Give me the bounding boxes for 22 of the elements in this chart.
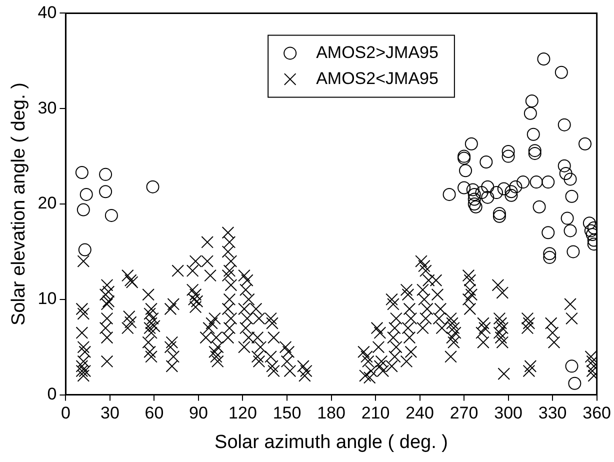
y-tick-label: 0 xyxy=(47,384,57,404)
x-tick-label: 240 xyxy=(406,404,434,423)
y-tick-label: 40 xyxy=(38,2,57,22)
x-axis-title: Solar azimuth angle ( deg. ) xyxy=(214,432,448,453)
x-tick-label: 180 xyxy=(317,404,346,423)
x-tick-label: 360 xyxy=(582,404,612,423)
x-tick-label: 60 xyxy=(144,404,164,423)
y-axis-title: Solar elevation angle ( deg. ) xyxy=(8,82,30,326)
x-tick-label: 0 xyxy=(60,404,70,423)
legend-label: AMOS2<JMA95 xyxy=(316,68,438,88)
x-tick-label: 150 xyxy=(272,404,302,423)
x-tick-label: 210 xyxy=(361,404,390,423)
x-tick-label: 90 xyxy=(189,404,208,423)
x-tick-label: 270 xyxy=(450,404,478,423)
y-tick-label: 20 xyxy=(38,194,57,213)
x-tick-label: 30 xyxy=(100,404,120,423)
x-tick-label: 330 xyxy=(538,404,567,423)
x-tick-label: 120 xyxy=(228,404,257,423)
x-tick-label: 300 xyxy=(494,404,522,423)
y-tick-label: 10 xyxy=(38,289,57,308)
y-tick-label: 30 xyxy=(38,98,57,118)
legend-label: AMOS2>JMA95 xyxy=(316,42,438,62)
